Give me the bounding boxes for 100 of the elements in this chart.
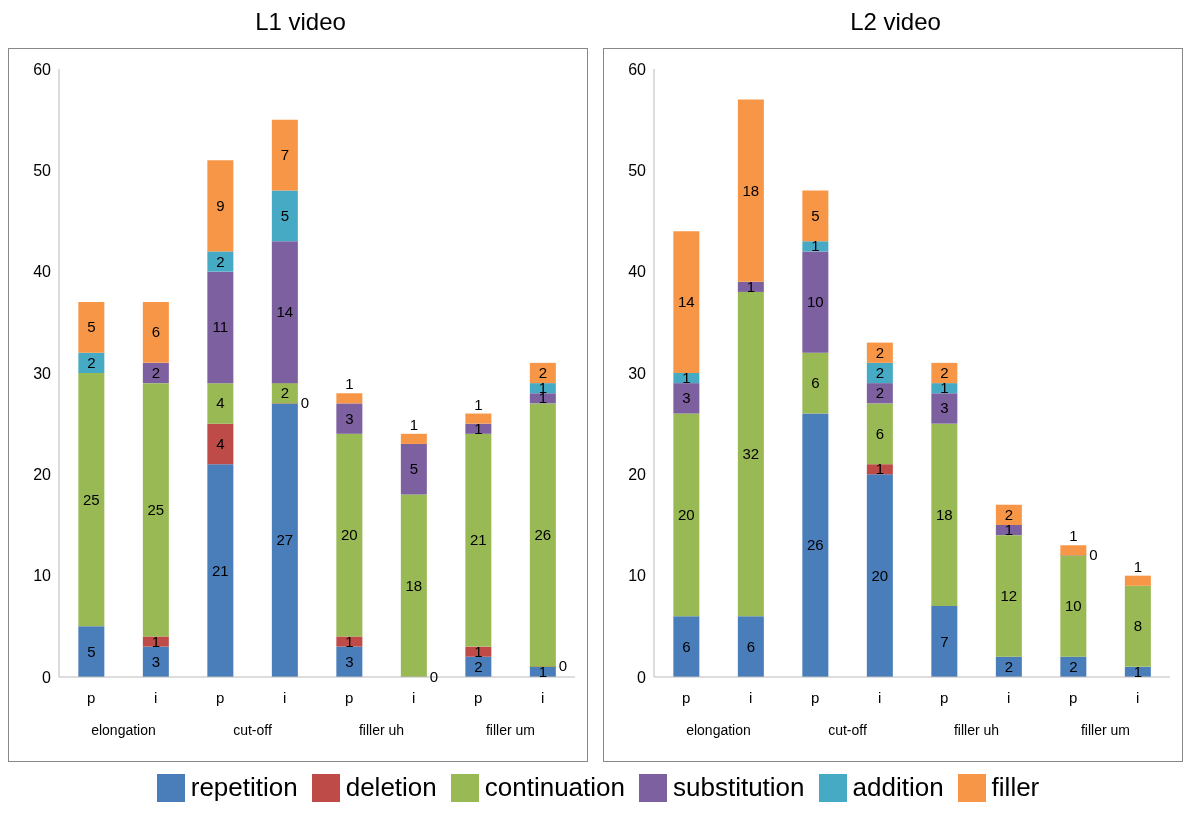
- legend-label: addition: [851, 772, 944, 803]
- data-label: 9: [216, 196, 225, 214]
- data-label: 2: [280, 384, 290, 402]
- legend-label: deletion: [344, 772, 437, 803]
- data-label: 21: [470, 531, 487, 549]
- data-label: 1: [940, 379, 949, 397]
- data-label: 5: [409, 460, 419, 478]
- y-tick-label: 20: [628, 466, 647, 484]
- data-label: 18: [936, 505, 953, 523]
- data-label: 6: [811, 374, 820, 392]
- text: cut-off: [828, 722, 867, 738]
- x-tick-label: i: [1136, 689, 1140, 706]
- y-tick-label: 40: [628, 263, 647, 281]
- data-label: 0: [1089, 545, 1098, 563]
- x-tick-label: p: [682, 689, 691, 706]
- data-label: 2: [216, 252, 225, 270]
- data-label: 1: [474, 642, 483, 660]
- data-label: 1: [345, 632, 354, 650]
- y-tick-label: 50: [33, 162, 52, 180]
- text: cut-off: [233, 722, 272, 738]
- data-label: 3: [151, 652, 161, 670]
- data-label: 2: [474, 657, 483, 675]
- text: filler um: [1080, 722, 1131, 738]
- x-tick-label: i: [154, 689, 158, 706]
- data-label: 2: [1069, 657, 1078, 675]
- data-label: 1: [151, 632, 161, 650]
- data-label: 2: [940, 364, 949, 381]
- data-label: 14: [276, 303, 294, 321]
- y-tick-label: 0: [42, 668, 52, 686]
- data-label: 8: [1133, 617, 1143, 635]
- legend-label: continuation: [483, 772, 625, 803]
- x-tick-label: p: [345, 689, 354, 706]
- data-label: 1: [746, 277, 756, 295]
- data-label: 2: [875, 364, 885, 381]
- x-tick-label: i: [878, 689, 882, 706]
- x-tick-label: p: [216, 689, 225, 706]
- data-label: 1: [811, 237, 820, 255]
- data-label: 2: [875, 343, 885, 361]
- data-label: 21: [212, 561, 229, 579]
- data-label: 7: [940, 632, 949, 650]
- data-label: 6: [875, 424, 885, 442]
- text: filler uh: [358, 722, 405, 738]
- data-label: 1: [409, 415, 419, 433]
- y-tick-label: 10: [628, 567, 647, 585]
- data-label: 4: [216, 394, 225, 412]
- data-label: 5: [280, 206, 290, 224]
- x-tick-label: i: [1007, 689, 1011, 706]
- data-label: 1: [474, 419, 483, 437]
- data-label: 1: [1004, 521, 1014, 539]
- legend-label: substitution: [672, 772, 805, 803]
- data-label: 20: [678, 505, 695, 523]
- data-label: 32: [742, 445, 760, 463]
- data-label: 25: [147, 500, 165, 518]
- data-label: 11: [212, 318, 229, 336]
- y-tick-label: 20: [33, 466, 52, 484]
- x-tick-label: i: [749, 689, 753, 706]
- data-label: 26: [534, 526, 552, 544]
- x-tick-label: p: [811, 689, 820, 706]
- data-label: 20: [341, 526, 358, 544]
- text: filler um: [485, 722, 536, 738]
- x-tick-label: p: [940, 689, 949, 706]
- data-label: 3: [940, 399, 949, 417]
- data-label: 0: [300, 393, 310, 411]
- data-label: 6: [151, 323, 161, 341]
- y-tick-label: 10: [33, 567, 52, 585]
- y-tick-label: 0: [637, 668, 647, 686]
- data-label: 1: [1133, 557, 1143, 575]
- data-label: 1: [875, 460, 885, 478]
- data-label: 2: [151, 364, 161, 381]
- y-tick-label: 50: [628, 162, 647, 180]
- x-tick-label: i: [412, 689, 416, 706]
- data-label: 18: [405, 576, 423, 594]
- x-tick-label: p: [1069, 689, 1078, 706]
- data-label: 7: [280, 146, 290, 164]
- y-tick-label: 40: [33, 263, 52, 281]
- data-label: 2: [875, 384, 885, 402]
- data-label: 1: [682, 369, 691, 387]
- data-label: 1: [1133, 662, 1143, 680]
- y-tick-label: 60: [628, 60, 647, 78]
- text: filler uh: [953, 722, 1000, 738]
- data-label: 5: [87, 642, 96, 660]
- data-label: 3: [345, 652, 354, 670]
- y-tick-label: 30: [628, 364, 647, 382]
- data-label: 2: [1004, 505, 1014, 523]
- data-label: 6: [746, 637, 756, 655]
- data-label: 12: [1000, 586, 1018, 604]
- data-label: 1: [538, 662, 548, 680]
- data-label: 26: [807, 536, 824, 554]
- data-label: 1: [474, 395, 483, 413]
- chart-title: L2 video: [849, 8, 942, 37]
- data-label: 1: [1069, 527, 1078, 545]
- data-label: 14: [678, 293, 695, 311]
- data-label: 27: [276, 531, 294, 549]
- data-label: 3: [682, 389, 691, 407]
- data-label: 20: [871, 566, 889, 584]
- text: elongation: [91, 722, 156, 738]
- data-label: 18: [742, 181, 760, 199]
- text: elongation: [686, 722, 751, 738]
- y-tick-label: 30: [33, 364, 52, 382]
- data-label: 6: [682, 637, 691, 655]
